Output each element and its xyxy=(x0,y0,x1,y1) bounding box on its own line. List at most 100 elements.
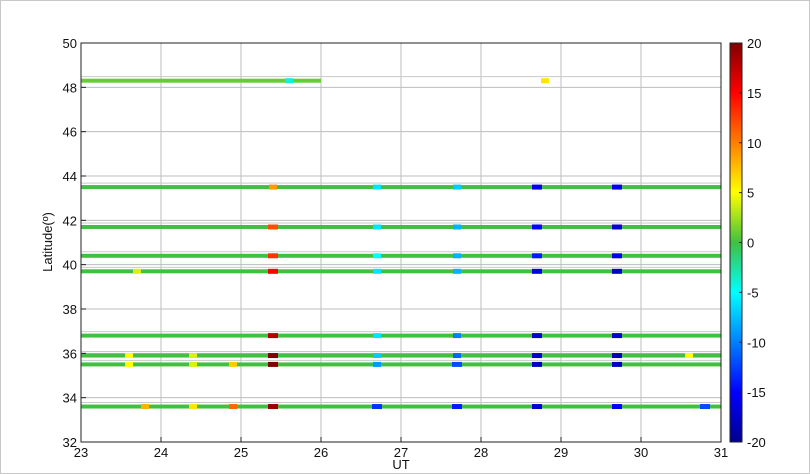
anomaly-mark xyxy=(612,361,622,367)
anomaly-mark xyxy=(229,361,237,367)
anomaly-mark xyxy=(685,353,693,359)
anomaly-mark xyxy=(453,333,461,339)
anomaly-mark xyxy=(612,268,622,274)
y-tick-label: 38 xyxy=(63,302,77,317)
anomaly-mark xyxy=(125,353,133,359)
y-axis: 32 34 36 38 40 42 44 46 48 50 xyxy=(63,36,86,450)
band-base xyxy=(81,78,321,83)
colorbar-tick-label: 0 xyxy=(747,236,754,251)
x-tick-label: 26 xyxy=(314,445,328,460)
anomaly-mark xyxy=(268,361,278,367)
anomaly-mark xyxy=(268,333,278,339)
anomaly-mark xyxy=(452,361,462,367)
anomaly-mark xyxy=(372,404,382,410)
anomaly-mark xyxy=(373,253,381,259)
anomaly-mark xyxy=(269,184,277,190)
anomaly-mark xyxy=(453,268,461,274)
anomaly-mark xyxy=(373,353,381,359)
anomaly-mark xyxy=(268,224,278,230)
anomaly-mark xyxy=(612,224,622,230)
anomaly-mark xyxy=(612,253,622,259)
y-tick-label: 32 xyxy=(63,435,77,450)
anomaly-mark xyxy=(532,333,542,339)
x-tick-label: 27 xyxy=(394,445,408,460)
colorbar-axis: 20 15 10 5 0 -5 -10 -15 -20 xyxy=(739,36,766,450)
anomaly-mark xyxy=(373,268,381,274)
colorbar-tick-label: 15 xyxy=(747,86,761,101)
x-tick-label: 25 xyxy=(234,445,248,460)
anomaly-mark xyxy=(532,361,542,367)
anomaly-mark xyxy=(268,353,278,359)
y-tick-label: 46 xyxy=(63,125,77,140)
anomaly-mark xyxy=(532,268,542,274)
anomaly-mark xyxy=(268,268,278,274)
y-tick-label: 50 xyxy=(63,36,77,51)
band-base xyxy=(81,333,721,338)
anomaly-mark xyxy=(373,224,381,230)
colorbar-tick-label: 5 xyxy=(747,186,754,201)
anomaly-mark xyxy=(612,184,622,190)
y-axis-title: Latitude(º) xyxy=(40,212,55,272)
anomaly-mark xyxy=(141,404,149,410)
x-axis: 23 24 25 26 27 28 29 30 31 xyxy=(74,437,728,460)
band-base xyxy=(81,404,721,409)
anomaly-mark xyxy=(532,253,542,259)
x-tick-label: 28 xyxy=(474,445,488,460)
y-tick-label: 42 xyxy=(63,213,77,228)
anomaly-mark xyxy=(541,78,549,84)
y-tick-label: 48 xyxy=(63,80,77,95)
anomaly-mark xyxy=(268,253,278,259)
colorbar-tick-label: -5 xyxy=(747,285,759,300)
station-band xyxy=(81,182,721,190)
anomaly-mark xyxy=(125,361,133,367)
x-tick-label: 30 xyxy=(634,445,648,460)
anomaly-mark xyxy=(453,184,461,190)
station-band xyxy=(81,222,721,230)
anomaly-mark xyxy=(532,404,542,410)
anomaly-mark xyxy=(612,353,622,359)
band-base xyxy=(81,362,721,367)
anomaly-mark xyxy=(532,184,542,190)
colorbar-tick-label: 10 xyxy=(747,136,761,151)
anomaly-mark xyxy=(373,333,381,339)
anomaly-mark xyxy=(453,253,461,259)
x-tick-label: 24 xyxy=(154,445,168,460)
colorbar-tick-label: -20 xyxy=(747,435,766,450)
anomaly-mark xyxy=(189,353,197,359)
station-band xyxy=(81,351,721,359)
colorbar-tick-label: -15 xyxy=(747,385,766,400)
station-band xyxy=(81,402,721,410)
anomaly-mark xyxy=(229,404,237,410)
x-tick-label: 31 xyxy=(714,445,728,460)
anomaly-mark xyxy=(373,184,381,190)
band-base xyxy=(81,269,721,274)
y-tick-label: 34 xyxy=(63,391,77,406)
x-tick-label: 29 xyxy=(554,445,568,460)
anomaly-mark xyxy=(453,224,461,230)
colorbar-tick-label: 20 xyxy=(747,36,761,51)
anomaly-mark xyxy=(133,268,141,274)
band-base xyxy=(81,353,721,358)
band-base xyxy=(81,224,721,229)
x-axis-title: UT xyxy=(392,457,409,472)
anomaly-mark xyxy=(268,404,278,410)
anomaly-mark xyxy=(700,404,710,410)
anomaly-mark xyxy=(612,404,622,410)
y-tick-label: 36 xyxy=(63,346,77,361)
anomaly-mark xyxy=(612,333,622,339)
anomaly-mark xyxy=(373,361,381,367)
band-base xyxy=(81,253,721,258)
band-base xyxy=(81,185,721,190)
y-tick-label: 44 xyxy=(63,169,77,184)
station-band xyxy=(81,359,721,367)
anomaly-mark xyxy=(453,353,461,359)
anomaly-mark xyxy=(285,78,293,84)
station-band xyxy=(81,266,721,274)
anomaly-mark xyxy=(189,404,197,410)
anomaly-mark xyxy=(532,353,542,359)
station-band xyxy=(81,76,721,84)
station-bands xyxy=(81,76,721,410)
colorbar-tick-label: -10 xyxy=(747,335,766,350)
y-tick-label: 40 xyxy=(63,258,77,273)
